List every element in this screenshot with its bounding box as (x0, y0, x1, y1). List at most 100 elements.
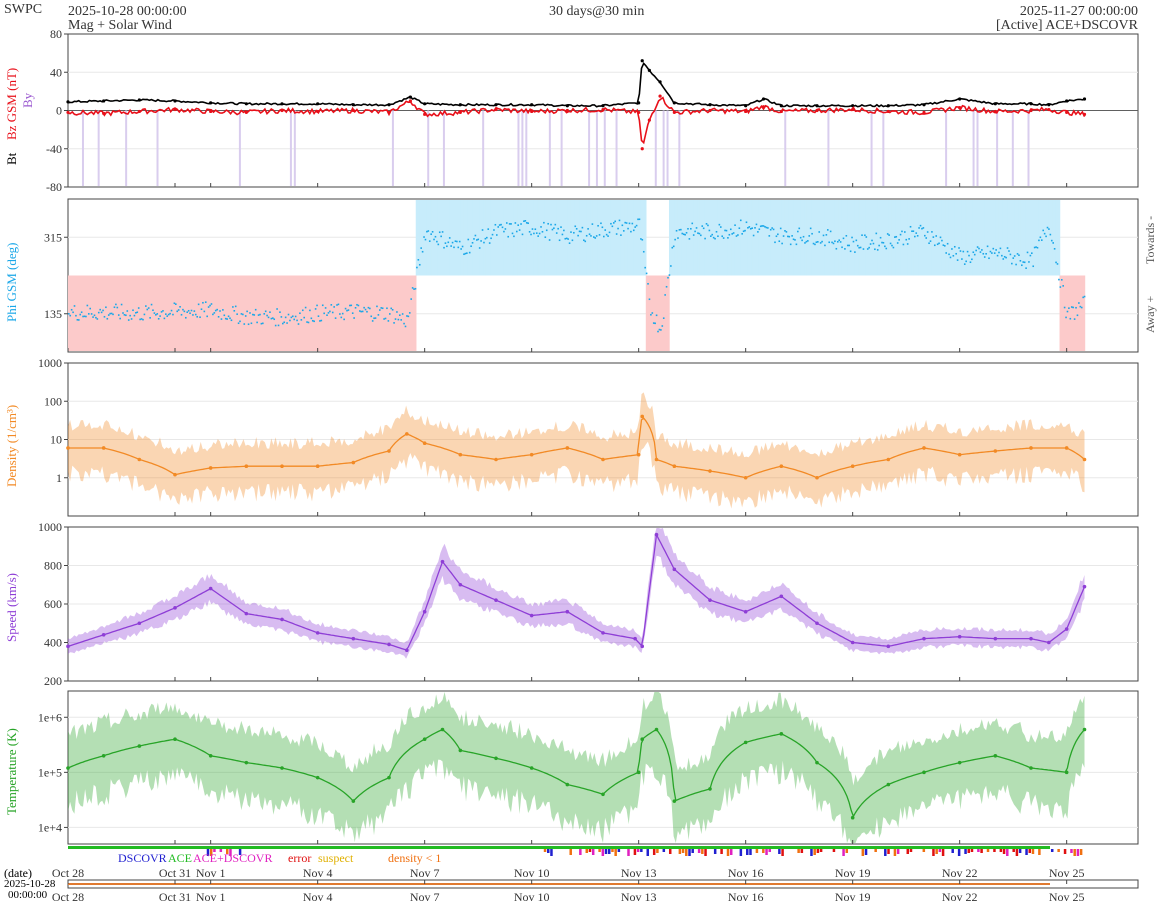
flag-legend-item: suspect (318, 851, 354, 865)
density-point (351, 460, 356, 465)
phi-point (728, 233, 731, 236)
flag-mark (238, 849, 242, 855)
phi-towards-sector (526, 200, 529, 276)
phi-towards-sector (519, 200, 522, 276)
phi-point (179, 306, 181, 308)
point-bt (815, 104, 819, 108)
phi-point (256, 321, 258, 324)
phi-away-sector (396, 275, 399, 351)
phi-point (919, 224, 922, 227)
phi-point (752, 234, 755, 237)
phi-towards-sector (975, 200, 979, 276)
phi-point (306, 321, 308, 323)
phi-point (1025, 267, 1027, 269)
phi-away-sector (107, 275, 110, 351)
phi-towards-sector (959, 200, 963, 276)
phi-point (373, 317, 375, 320)
phi-point (1042, 229, 1045, 232)
density-point (993, 449, 998, 453)
phi-point (993, 252, 996, 254)
phi-towards-sector (911, 200, 915, 276)
phi-towards-sector (1002, 200, 1005, 276)
phi-point (862, 248, 865, 250)
flag-mark (678, 849, 682, 854)
phi-point (535, 232, 538, 234)
phi-away-sector (232, 275, 235, 351)
phi-away-sector (305, 275, 308, 351)
phi-point (146, 308, 149, 311)
phi-away-sector (223, 275, 226, 351)
phi-point (190, 309, 193, 312)
temperature-point (387, 775, 391, 780)
flag-mark (547, 849, 550, 853)
phi-point (1068, 307, 1070, 309)
phi-point (434, 235, 437, 238)
phi-point (902, 243, 905, 246)
phi-point (943, 245, 946, 247)
phi-point (871, 239, 873, 242)
bottom-date-tick-label: Nov 22 (942, 890, 978, 904)
phi-point (460, 248, 462, 250)
phi-point (1002, 258, 1005, 260)
phi-away-sector (101, 275, 105, 351)
phi-towards-sector (743, 200, 747, 276)
phi-towards-sector (1038, 200, 1041, 276)
phi-towards-sector (481, 200, 485, 276)
phi-point (597, 224, 599, 227)
density-ytick-label: 10 (50, 433, 62, 447)
phi-point (591, 223, 594, 225)
phi-towards-sector (629, 200, 633, 276)
density-point (137, 457, 142, 462)
point-bz (280, 108, 284, 113)
phi-point (466, 252, 468, 254)
header: SWPC 2025-10-28 00:00:00 30 days@30 min … (4, 2, 1139, 33)
phi-towards-sector (1007, 200, 1011, 276)
phi-point (881, 241, 883, 244)
bottom-date-tick-label: Nov 7 (410, 890, 440, 904)
phi-point (898, 239, 900, 241)
phi-towards-sector (800, 200, 804, 276)
temperature-point (850, 815, 855, 820)
phi-point (1058, 278, 1060, 281)
phi-away-sector (69, 275, 73, 351)
point-bz (173, 107, 177, 112)
phi-point (768, 235, 771, 237)
phi-point (866, 248, 869, 250)
density-point (850, 464, 855, 469)
phi-away-sector (321, 275, 324, 351)
phi-point (979, 251, 982, 253)
phi-away-sector (285, 275, 289, 351)
flag-mark (720, 849, 723, 854)
phi-point (714, 237, 716, 240)
phi-point (262, 322, 264, 325)
phi-towards-sector (697, 200, 701, 276)
phi-away-sector (91, 275, 94, 351)
phi-towards-sector (808, 200, 811, 276)
phi-point (854, 251, 856, 253)
phi-point (608, 231, 611, 234)
phi-point (266, 314, 268, 317)
phi-point (176, 310, 179, 313)
phi-point (999, 247, 1002, 250)
phi-point (911, 230, 913, 233)
phi-away-sector (187, 275, 190, 351)
phi-point (916, 235, 919, 237)
phi-towards-sector (815, 200, 818, 276)
phi-point (239, 320, 241, 323)
phi-point (844, 248, 846, 250)
phi-away-sector (173, 275, 176, 351)
phi-towards-sector (881, 200, 884, 276)
phi-point (286, 322, 288, 324)
phi-away-sector (405, 275, 408, 351)
phi-away-sector (176, 275, 180, 351)
phi-towards-sector (817, 200, 820, 276)
temperature-point (208, 753, 213, 758)
phi-point (490, 237, 492, 240)
phi-away-sector (244, 275, 248, 351)
phi-towards-sector (444, 200, 447, 276)
phi-towards-sector (915, 200, 918, 276)
phi-point (961, 258, 963, 260)
phi-towards-sector (1048, 200, 1052, 276)
phi-point (553, 227, 555, 229)
phi-point (1033, 246, 1036, 249)
